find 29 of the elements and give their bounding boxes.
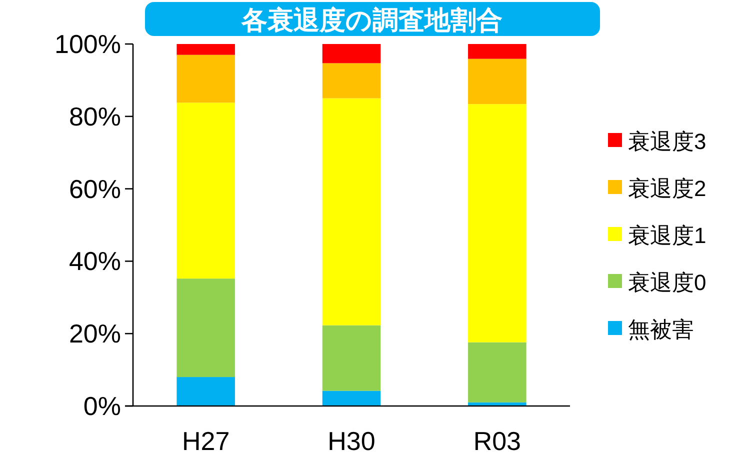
legend-label: 衰退度3 [628, 129, 706, 154]
bar [468, 342, 526, 402]
legend-label: 衰退度2 [628, 176, 706, 201]
bar [176, 102, 235, 279]
y-tick-label: 20% [68, 318, 121, 349]
x-tick-label: H27 [182, 426, 230, 456]
y-tick-label: 100% [54, 29, 121, 59]
bar [322, 63, 381, 98]
bar [176, 278, 235, 378]
y-tick-label: 40% [68, 246, 121, 276]
y-tick-label: 80% [68, 101, 121, 132]
legend-label: 衰退度1 [628, 223, 706, 248]
y-tick-label: 60% [68, 174, 121, 204]
bar [468, 104, 526, 342]
bar [468, 44, 526, 59]
legend-label: 無被害 [628, 317, 694, 342]
bar [322, 98, 381, 326]
bar [322, 325, 381, 391]
bar [322, 44, 381, 64]
bar [176, 54, 235, 103]
bar [176, 44, 235, 55]
bar [322, 390, 381, 406]
x-tick-label: H30 [328, 426, 376, 456]
x-tick-label: R03 [473, 426, 522, 456]
chart-title: 各衰退度の調査地割合 [240, 5, 502, 35]
y-tick-label: 0% [83, 391, 121, 421]
bar [468, 58, 526, 104]
legend-label: 衰退度0 [628, 270, 706, 295]
bar [176, 377, 235, 406]
